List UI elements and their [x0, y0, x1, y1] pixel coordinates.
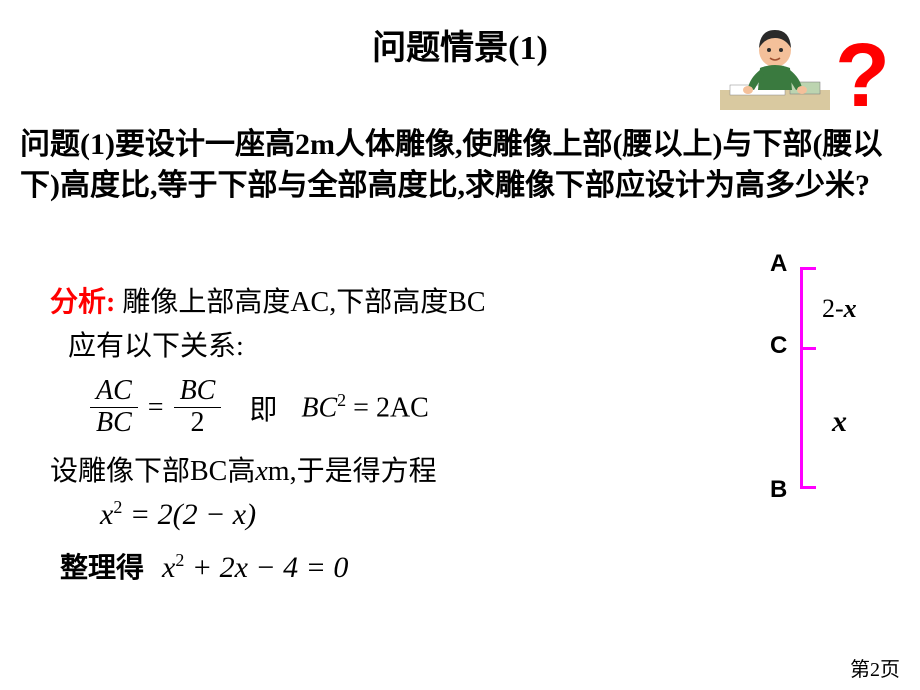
eq4-exp: 2	[175, 550, 184, 570]
tick-c	[800, 347, 816, 350]
tidy-row: 整理得 x2 + 2x − 4 = 0	[60, 546, 710, 586]
point-c-label: C	[770, 332, 787, 360]
equation-bc2: BC2 = 2AC	[301, 390, 428, 424]
student-illustration	[720, 20, 830, 115]
analysis-text-1: 雕像上部高度AC,下部高度BC	[115, 287, 485, 318]
question-mark-icon: ?	[835, 40, 890, 112]
tick-b	[800, 486, 816, 489]
eq2-rhs: = 2AC	[346, 393, 429, 424]
segment-cb-label: x	[832, 405, 847, 439]
eq3-rest: = 2(2 − x)	[122, 498, 256, 531]
numerator-1: AC	[90, 376, 138, 407]
numerator-2: BC	[174, 376, 222, 407]
analysis-label: 分析:	[50, 287, 115, 318]
analysis-line-1: 分析: 雕像上部高度AC,下部高度BC	[50, 280, 710, 320]
segment-ac-label: 2-x	[822, 294, 857, 324]
setup-pre: 设雕像下部BC高	[50, 456, 255, 487]
denominator-2: 2	[184, 408, 210, 439]
eq3-exp: 2	[113, 497, 122, 517]
analysis-text-2: 应有以下关系:	[68, 324, 710, 364]
equation-1: AC BC = BC 2 即 BC2 = 2AC	[90, 376, 710, 439]
eq3-x: x	[100, 498, 113, 531]
fraction-ac-bc: AC BC	[90, 376, 138, 439]
seg-ac-pre: 2-	[822, 294, 844, 323]
page-number: 第2页	[850, 653, 900, 682]
eq2-exp: 2	[337, 390, 346, 410]
ji-text: 即	[249, 388, 277, 428]
analysis-block: 分析: 雕像上部高度AC,下部高度BC 应有以下关系: AC BC = BC 2…	[50, 280, 710, 586]
fraction-bc-2: BC 2	[174, 376, 222, 439]
setup-line: 设雕像下部BC高xm,于是得方程	[50, 449, 710, 489]
equation-3: x2 = 2(2 − x)	[100, 497, 710, 532]
equation-4: x2 + 2x − 4 = 0	[162, 550, 348, 585]
equals-1: =	[148, 392, 164, 424]
seg-ac-x: x	[844, 294, 857, 323]
problem-statement: 问题(1)要设计一座高2m人体雕像,使雕像上部(腰以上)与下部(腰以下)高度比,…	[20, 125, 900, 206]
point-b-label: B	[770, 476, 787, 504]
point-a-label: A	[770, 250, 787, 278]
eq4-rest: + 2x − 4 = 0	[184, 551, 348, 584]
denominator-1: BC	[90, 408, 138, 439]
eq4-x: x	[162, 551, 175, 584]
line-diagram: A C B 2-x x	[740, 250, 880, 510]
setup-x: x	[255, 456, 267, 487]
setup-post: m,于是得方程	[268, 456, 437, 487]
eq2-lhs: BC	[301, 393, 337, 424]
tidy-label: 整理得	[60, 546, 144, 586]
vertical-segment	[800, 268, 803, 488]
tick-a	[800, 267, 816, 270]
